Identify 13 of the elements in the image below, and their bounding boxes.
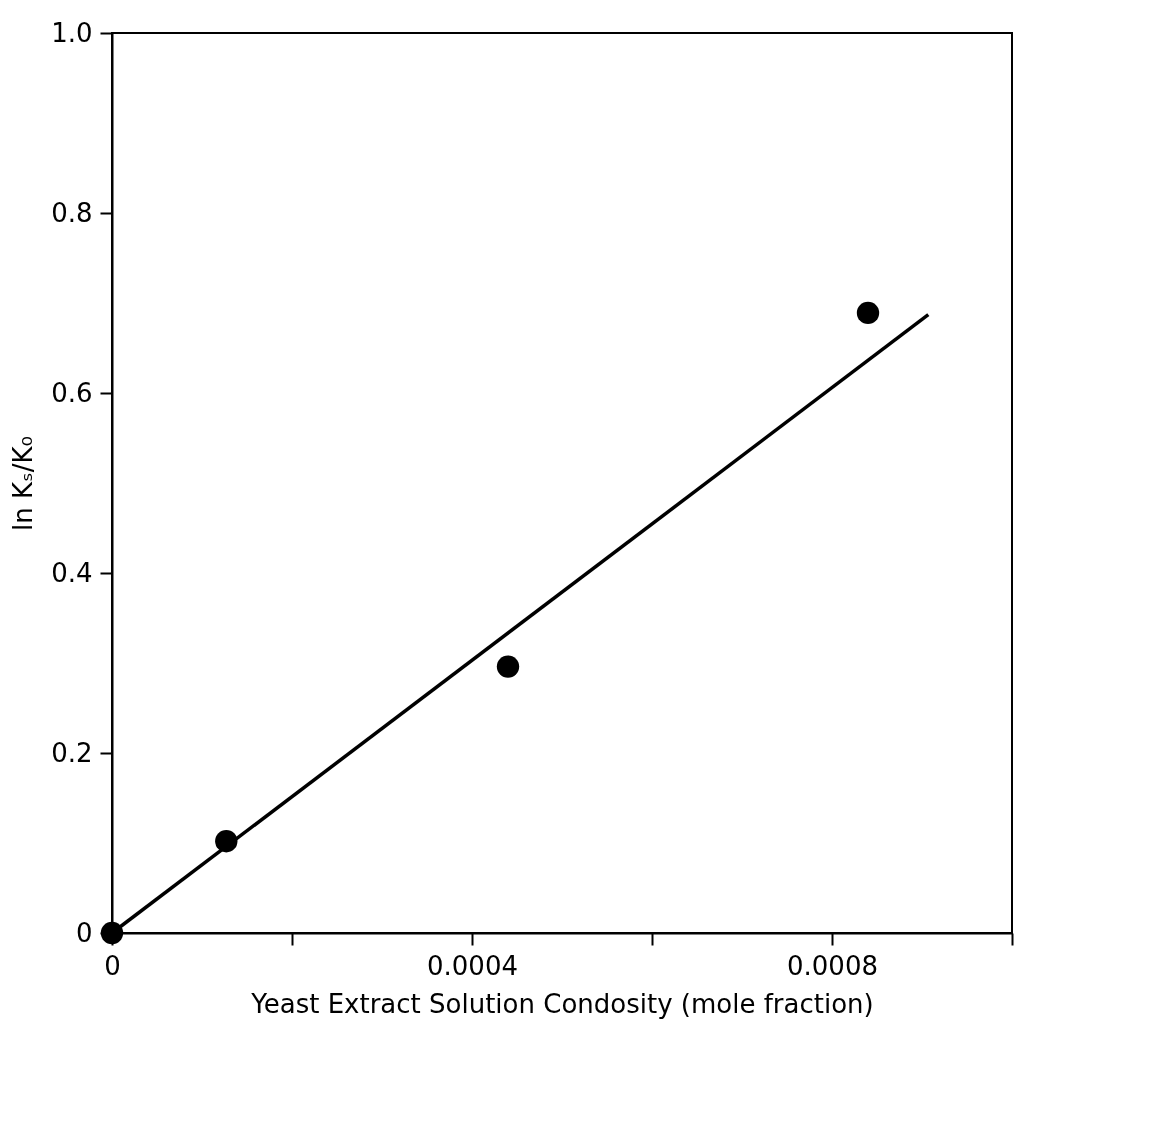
- y-tick-label: 0.2: [51, 737, 93, 768]
- x-tick-label: 0.0004: [427, 950, 518, 981]
- x-tick-label: 0.0008: [787, 950, 878, 981]
- point: [496, 655, 520, 678]
- y-tick-label: 0.4: [51, 557, 93, 588]
- point: [856, 301, 880, 325]
- y-tick-label: 0.8: [51, 197, 93, 228]
- y-axis-title: ln Kₛ/K₀: [8, 436, 39, 531]
- x-tick-label: 0: [104, 950, 121, 981]
- y-tick-label: 1.0: [51, 17, 93, 48]
- y-tick-label: 0: [75, 917, 93, 948]
- x-axis-title: Yeast Extract Solution Condosity (mole fraction): [250, 988, 874, 1019]
- y-tick-label: 0.6: [51, 377, 93, 408]
